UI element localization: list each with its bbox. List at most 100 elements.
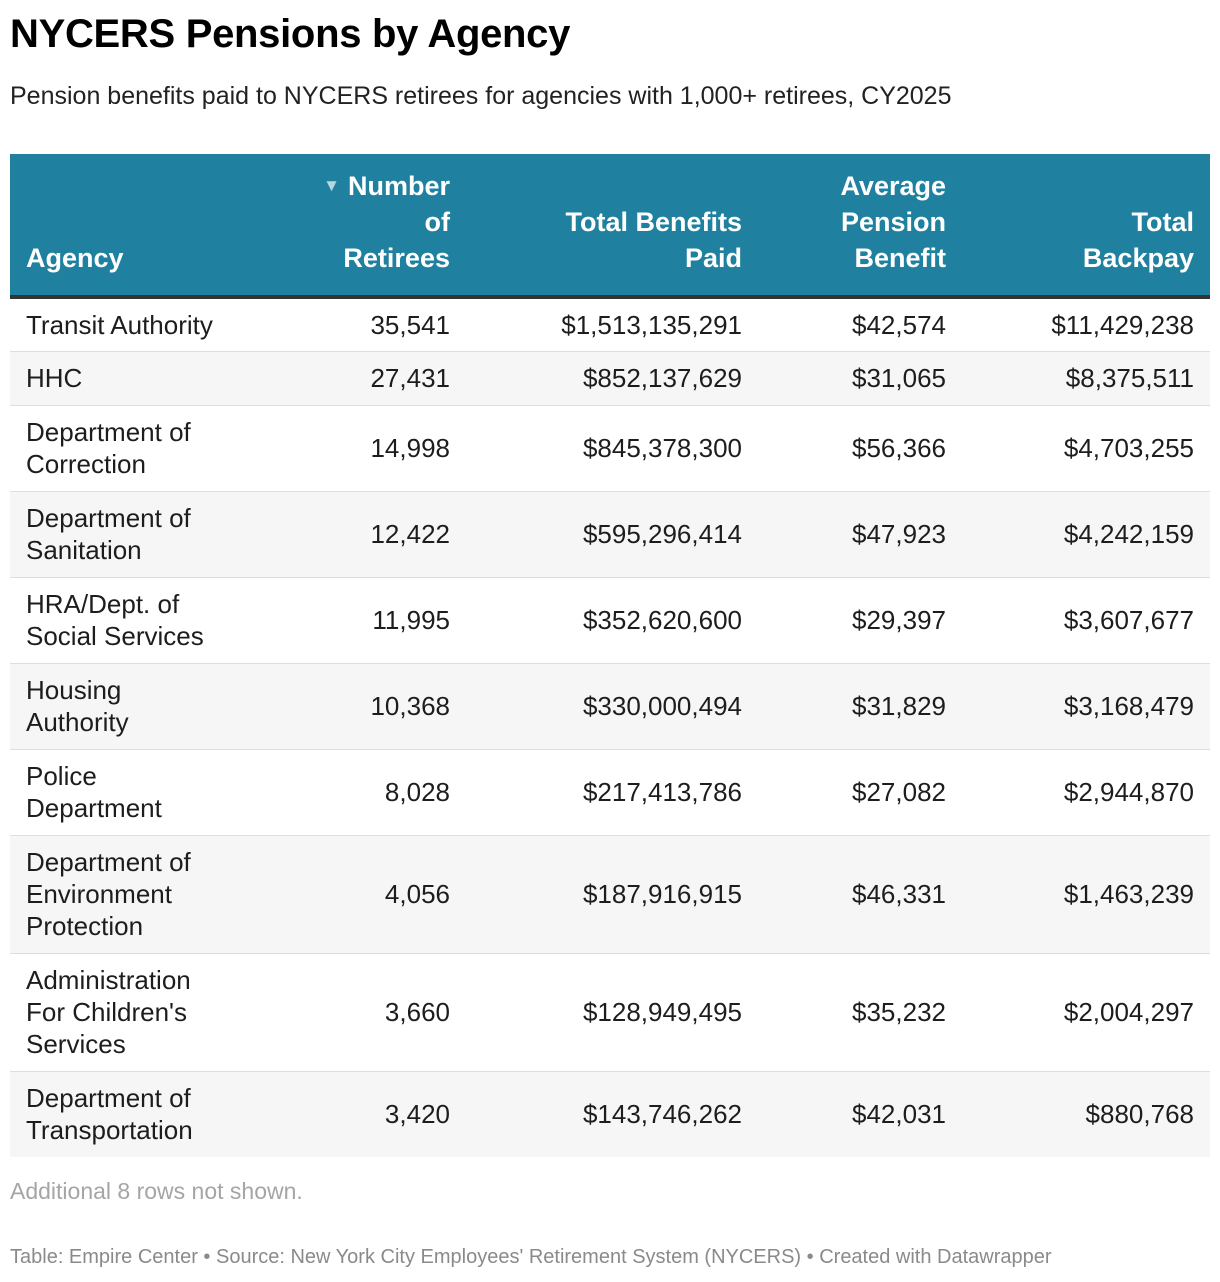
- cell-retirees: 4,056: [290, 835, 466, 954]
- cell-line: Police: [26, 761, 97, 791]
- table-row: Department of Sanitation 12,422 $595,296,41…: [10, 491, 1210, 578]
- cell-agency: HRA/Dept. of Social Services: [10, 577, 290, 664]
- column-header-retirees[interactable]: ▼ Number of Retirees: [290, 154, 466, 299]
- cell-retirees: 27,431: [290, 351, 466, 406]
- cell-average: $27,082: [758, 749, 962, 836]
- column-header-label: Total Benefits: [565, 207, 742, 237]
- cell-line: Authority: [26, 707, 129, 737]
- cell-retirees: 12,422: [290, 491, 466, 578]
- cell-total: $128,949,495: [466, 953, 758, 1072]
- cell-total: $352,620,600: [466, 577, 758, 664]
- chart-subtitle: Pension benefits paid to NYCERS retirees…: [10, 82, 952, 110]
- cell-total: $852,137,629: [466, 351, 758, 406]
- cell-average: $47,923: [758, 491, 962, 578]
- cell-total: $845,378,300: [466, 405, 758, 492]
- cell-retirees: 10,368: [290, 663, 466, 750]
- cell-line: HRA/Dept. of: [26, 589, 180, 619]
- cell-backpay: $880,768: [962, 1071, 1210, 1157]
- cell-average: $46,331: [758, 835, 962, 954]
- cell-line: Department of: [26, 847, 191, 877]
- column-header-label: Backpay: [1082, 243, 1194, 273]
- cell-average: $56,366: [758, 405, 962, 492]
- cell-agency: Department of Environment Protection: [10, 835, 290, 954]
- cell-line: Transit Authority: [26, 309, 213, 340]
- cell-line: Housing: [26, 675, 122, 705]
- column-header-label: of: [424, 207, 450, 237]
- cell-retirees: 35,541: [290, 297, 466, 352]
- column-header-label: Average: [840, 171, 946, 201]
- cell-line: Environment: [26, 879, 172, 909]
- cell-average: $29,397: [758, 577, 962, 664]
- column-header-label: Benefit: [854, 243, 946, 273]
- cell-line: Correction: [26, 449, 146, 479]
- cell-agency: Department of Transportation: [10, 1071, 290, 1157]
- cell-retirees: 3,660: [290, 953, 466, 1072]
- header-row: Agency ▼ Number of Retirees Total Benefits Pai…: [10, 154, 1210, 299]
- cell-average: $35,232: [758, 953, 962, 1072]
- cell-backpay: $3,168,479: [962, 663, 1210, 750]
- table-body: Transit Authority 35,541 $1,513,135,291 $42…: [10, 297, 1210, 1157]
- cell-line: Services: [26, 1029, 126, 1059]
- pension-table: Agency ▼ Number of Retirees Total Benefits Pai…: [10, 154, 1210, 1157]
- cell-backpay: $2,004,297: [962, 953, 1210, 1072]
- cell-backpay: $11,429,238: [962, 297, 1210, 352]
- column-header-average[interactable]: Average Pension Benefit: [758, 154, 962, 299]
- cell-line: Social Services: [26, 621, 204, 651]
- cell-agency: Department of Sanitation: [10, 491, 290, 578]
- sort-descending-icon: ▼: [323, 176, 340, 195]
- cell-line: Protection: [26, 911, 144, 941]
- column-header-label: Pension: [840, 207, 946, 237]
- cell-backpay: $4,242,159: [962, 491, 1210, 578]
- column-header-label: Agency: [26, 243, 124, 273]
- table-row: Transit Authority 35,541 $1,513,135,291 $42…: [10, 297, 1210, 352]
- cell-retirees: 11,995: [290, 577, 466, 664]
- cell-total: $217,413,786: [466, 749, 758, 836]
- chart-title: NYCERS Pensions by Agency: [10, 12, 571, 56]
- cell-backpay: $1,463,239: [962, 835, 1210, 954]
- cell-line: Administration: [26, 965, 191, 995]
- cell-average: $31,065: [758, 351, 962, 406]
- cell-retirees: 8,028: [290, 749, 466, 836]
- table-row: Police Department 8,028 $217,413,786 $27,082…: [10, 749, 1210, 836]
- rows-not-shown-note: Additional 8 rows not shown.: [10, 1178, 303, 1204]
- cell-agency: Department of Correction: [10, 405, 290, 492]
- table-row: Department of Environment Protection 4,056 $…: [10, 835, 1210, 954]
- cell-backpay: $2,944,870: [962, 749, 1210, 836]
- cell-line: Sanitation: [26, 535, 142, 565]
- column-header-label: Number: [347, 171, 450, 201]
- cell-line: Department of: [26, 503, 191, 533]
- cell-backpay: $8,375,511: [962, 351, 1210, 406]
- cell-total: $143,746,262: [466, 1071, 758, 1157]
- cell-line: Department: [26, 793, 162, 823]
- cell-backpay: $4,703,255: [962, 405, 1210, 492]
- cell-agency: Housing Authority: [10, 663, 290, 750]
- cell-agency: Police Department: [10, 749, 290, 836]
- cell-agency: Transit Authority: [10, 297, 290, 352]
- cell-retirees: 14,998: [290, 405, 466, 492]
- table-row: Housing Authority 10,368 $330,000,494 $31,82…: [10, 663, 1210, 750]
- table-row: Department of Transportation 3,420 $143,746…: [10, 1071, 1210, 1157]
- cell-line: HHC: [26, 363, 83, 393]
- table-row: HHC 27,431 $852,137,629 $31,065 $8,375,511: [10, 351, 1210, 406]
- cell-total: $187,916,915: [466, 835, 758, 954]
- cell-average: $42,031: [758, 1071, 962, 1157]
- column-header-backpay[interactable]: Total Backpay: [962, 154, 1210, 299]
- cell-total: $1,513,135,291: [466, 297, 758, 352]
- column-header-label: Paid: [684, 243, 742, 273]
- cell-backpay: $3,607,677: [962, 577, 1210, 664]
- column-header-agency[interactable]: Agency: [10, 154, 290, 299]
- table-row: Administration For Children's Services 3,66…: [10, 953, 1210, 1072]
- cell-total: $595,296,414: [466, 491, 758, 578]
- source-credits: Table: Empire Center • Source: New York …: [10, 1246, 1052, 1268]
- cell-agency: HHC: [10, 351, 290, 406]
- cell-average: $42,574: [758, 297, 962, 352]
- table-row: HRA/Dept. of Social Services 11,995 $352,62…: [10, 577, 1210, 664]
- cell-average: $31,829: [758, 663, 962, 750]
- cell-line: Department of: [26, 417, 191, 447]
- cell-total: $330,000,494: [466, 663, 758, 750]
- column-header-label: Retirees: [343, 243, 450, 273]
- cell-retirees: 3,420: [290, 1071, 466, 1157]
- table-row: Department of Correction 14,998 $845,378,30…: [10, 405, 1210, 492]
- cell-agency: Administration For Children's Services: [10, 953, 290, 1072]
- column-header-total[interactable]: Total Benefits Paid: [466, 154, 758, 299]
